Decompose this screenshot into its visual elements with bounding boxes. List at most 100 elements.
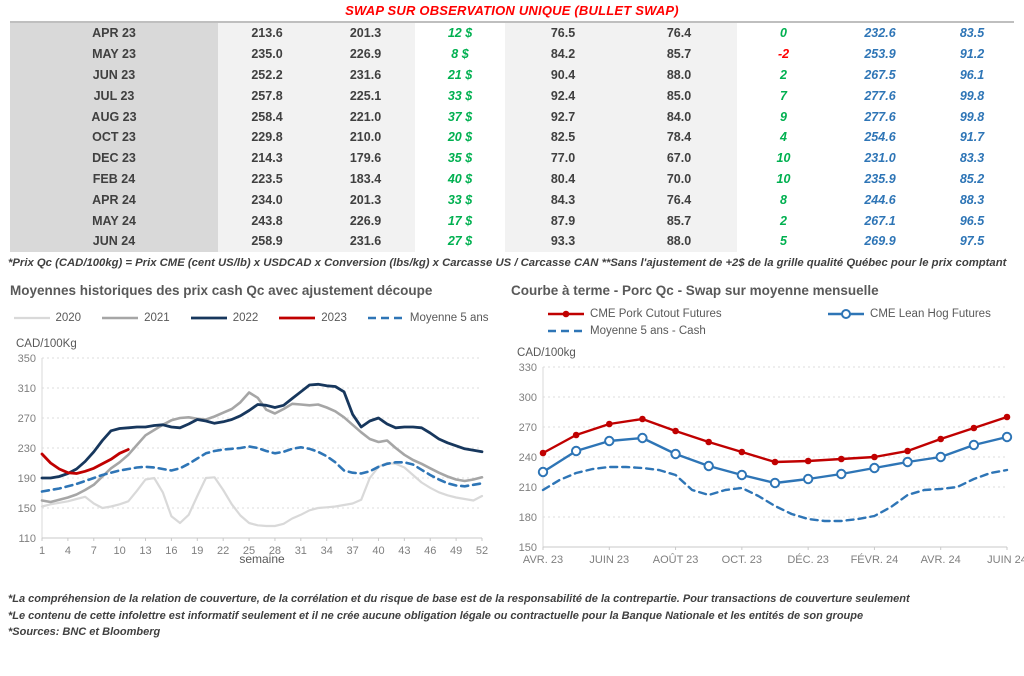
value-cell: 87.9 — [505, 210, 621, 231]
value-cell: 40 $ — [447, 171, 473, 186]
x-tick-label: 31 — [295, 545, 307, 557]
legend-label: CME Lean Hog Futures — [870, 308, 991, 321]
value-cell: 99.8 — [959, 88, 985, 103]
value-cell: 88.0 — [621, 64, 737, 86]
data-marker — [904, 447, 911, 455]
legend-label: 2022 — [232, 312, 259, 325]
legend-label: 2021 — [144, 312, 170, 325]
value-cell: 99.8 — [959, 109, 985, 124]
data-marker — [838, 455, 845, 463]
x-tick-label: JUIN 24 — [987, 554, 1024, 566]
data-marker — [738, 448, 746, 456]
value-cell: 67.0 — [621, 147, 737, 169]
data-marker — [1001, 431, 1013, 443]
table-row: JUL 23 257.8 225.1 33 $ 92.4 85.0 7 277.6 99.8 — [10, 85, 1014, 107]
data-marker — [639, 415, 646, 423]
x-axis-title: semaine — [239, 552, 285, 566]
value-cell: 37 $ — [447, 109, 473, 124]
value-cell: 76.4 — [621, 189, 737, 211]
data-marker — [970, 424, 978, 432]
data-marker — [902, 456, 913, 468]
data-marker — [637, 432, 648, 444]
x-tick-label: DÉC. 23 — [787, 553, 829, 566]
value-cell: 258.9 — [218, 230, 316, 252]
data-marker — [606, 420, 613, 428]
y-tick-label: 110 — [18, 533, 36, 545]
value-cell: 201.3 — [316, 189, 415, 211]
series-line — [40, 461, 484, 528]
footnote-line: *Sources: BNC et Bloomberg — [8, 626, 161, 639]
value-cell: 210.0 — [316, 126, 415, 148]
value-cell: 20 $ — [447, 130, 473, 145]
legend-swatch-icon — [828, 309, 865, 320]
value-cell: 183.4 — [316, 168, 415, 190]
data-marker — [570, 445, 582, 457]
value-cell: 33 $ — [447, 88, 473, 103]
value-cell: 277.6 — [864, 109, 896, 124]
x-tick-label: 13 — [139, 545, 151, 557]
data-marker — [968, 439, 980, 451]
footnote-line: *La compréhension de la relation de couv… — [8, 593, 910, 606]
month-cell: JUN 23 — [10, 64, 218, 86]
value-cell: 33 $ — [447, 192, 473, 207]
x-tick-label: AOÛT 23 — [653, 553, 699, 566]
forward-chart-title: Courbe à terme - Porc Qc - Swap sur moye… — [511, 283, 879, 299]
y-tick-label: 210 — [519, 482, 537, 494]
value-cell: 0 — [780, 26, 787, 41]
data-marker — [537, 466, 549, 478]
x-tick-label: OCT. 23 — [722, 554, 762, 566]
series-line — [40, 382, 484, 480]
value-cell: 90.4 — [505, 64, 621, 86]
legend-item: CME Pork Cutout Futures — [547, 308, 807, 320]
value-cell: 27 $ — [447, 234, 473, 249]
legend-label: 2020 — [55, 312, 82, 325]
value-cell: 229.8 — [218, 126, 316, 148]
forward-curve-chart: 150 180 210 240 270 300 330 AVR. 23 JUIN 23 AOÛT … — [519, 362, 1024, 566]
value-cell: 91.7 — [959, 130, 985, 145]
value-cell: 231.6 — [316, 230, 415, 252]
table-row: MAY 23 235.0 226.9 8 $ 84.2 85.7 -2 253.9 91.2 — [10, 43, 1014, 65]
table-footnote: *Prix Qc (CAD/100kg) = Prix CME (cent US… — [8, 256, 1007, 269]
x-tick-label: 10 — [114, 545, 126, 557]
month-cell: DEC 23 — [10, 147, 218, 169]
legend-swatch-icon — [13, 316, 50, 320]
value-cell: 244.6 — [864, 192, 896, 207]
value-cell: 254.6 — [864, 130, 896, 145]
value-cell: 85.2 — [959, 171, 985, 186]
value-cell: 82.5 — [505, 126, 621, 148]
month-cell: AUG 23 — [10, 106, 218, 127]
data-marker — [672, 427, 679, 435]
value-cell: 225.1 — [316, 85, 415, 107]
month-cell: OCT 23 — [10, 126, 218, 148]
swap-table: APR 23 213.6 201.3 12 $76.5 76.4 0 232.6 83.5 MA… — [10, 21, 1014, 252]
value-cell: 85.7 — [621, 210, 737, 231]
data-marker — [935, 451, 946, 463]
value-cell: 2 — [780, 67, 787, 82]
y-tick-label: 150 — [519, 542, 537, 554]
value-cell: 253.9 — [864, 47, 896, 62]
data-marker — [736, 469, 748, 481]
x-tick-label: 43 — [398, 545, 410, 557]
data-marker — [769, 477, 781, 489]
value-cell: 8 $ — [451, 47, 469, 62]
legend-swatch-icon — [548, 310, 585, 318]
value-cell: 96.5 — [959, 213, 985, 228]
table-row: FEB 24 223.5 183.4 40 $ 80.4 70.0 10 235.9 85.2 — [10, 168, 1014, 190]
value-cell: 5 — [780, 234, 787, 249]
forward-chart-unit-label: CAD/100kg — [517, 347, 576, 360]
value-cell: -2 — [777, 47, 790, 62]
data-marker — [1003, 413, 1011, 421]
legend-label: 2023 — [321, 312, 347, 325]
month-cell: APR 23 — [10, 23, 218, 44]
value-cell: 12 $ — [447, 26, 473, 41]
value-cell: 85.7 — [621, 43, 737, 65]
value-cell: 84.2 — [505, 43, 621, 65]
legend-item: 2023 — [278, 312, 347, 324]
data-marker — [670, 448, 681, 460]
historical-prices-panel: Moyennes historiques des prix cash Qc av… — [8, 283, 493, 573]
value-cell: 257.8 — [218, 85, 316, 107]
table-title: SWAP SUR OBSERVATION UNIQUE (BULLET SWAP… — [345, 3, 679, 18]
series-line — [40, 448, 130, 475]
table-row: APR 24 234.0 201.3 33 $ 84.3 76.4 8 244.6 88.3 — [10, 189, 1014, 211]
page-footnotes: *La compréhension de la relation de couv… — [8, 591, 1016, 641]
